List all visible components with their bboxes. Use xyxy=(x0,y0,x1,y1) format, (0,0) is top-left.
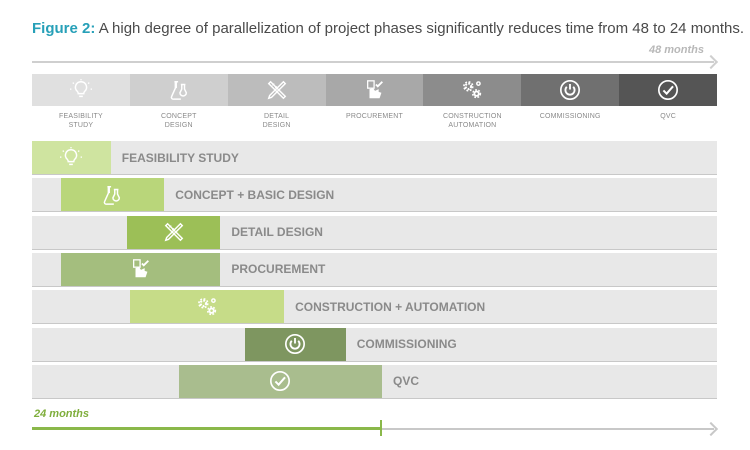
phase-header-cell xyxy=(619,74,718,106)
phase-header-cell xyxy=(521,74,620,106)
gantt-row: PROCUREMENT xyxy=(32,252,717,287)
gantt-bar xyxy=(32,141,111,174)
phase-label: PROCUREMENT xyxy=(345,113,404,120)
phase-header-cell xyxy=(129,74,228,106)
gantt-bar-label: QVC xyxy=(393,374,420,389)
gantt-row: FEASIBILITY STUDY xyxy=(32,141,717,175)
figure-caption-text: A high degree of parallelization of proj… xyxy=(98,20,745,37)
hand-check-icon xyxy=(366,80,383,99)
gantt-bar xyxy=(60,252,221,286)
phase-label: CONCEPT DESIGN xyxy=(160,113,197,129)
bottom-arrow-tick xyxy=(380,420,382,436)
check-circle-icon xyxy=(658,80,679,100)
bottom-duration-label: 24 months xyxy=(34,408,90,420)
power-icon xyxy=(560,80,581,100)
gantt-bar-label: CONSTRUCTION + AUTOMATION xyxy=(295,299,486,314)
phase-label: CONSTRUCTION AUTOMATION xyxy=(442,113,502,129)
phase-header-cell xyxy=(325,74,424,106)
gantt-bar xyxy=(60,178,165,212)
flask-icon xyxy=(170,81,187,100)
check-circle-icon xyxy=(270,371,291,392)
gantt-bar-label: CONCEPT + BASIC DESIGN xyxy=(175,187,335,202)
hand-check-icon xyxy=(132,259,149,278)
gantt-bar-label: PROCUREMENT xyxy=(231,262,326,277)
gantt-row: QVC xyxy=(32,364,717,399)
gantt-bar xyxy=(127,215,221,249)
phase-header-strip xyxy=(32,74,718,106)
phase-header-cell xyxy=(32,74,130,106)
gantt-bar xyxy=(129,290,285,324)
phase-label: QVC xyxy=(660,113,676,120)
top-arrow-line xyxy=(32,61,714,63)
lightbulb-icon xyxy=(60,146,83,165)
gantt-bar-label: FEASIBILITY STUDY xyxy=(121,150,239,165)
ruler-pencil-icon xyxy=(267,80,286,100)
bottom-arrow-head xyxy=(703,421,719,437)
phase-labels: FEASIBILITY STUDY CONCEPT DESIGN DETAIL DE… xyxy=(32,112,717,130)
flask-icon xyxy=(104,185,121,205)
gantt-bar-label: DETAIL DESIGN xyxy=(231,225,323,240)
phase-label: FEASIBILITY STUDY xyxy=(59,113,103,129)
bottom-arrow-line-green xyxy=(32,427,381,430)
figure-number: Figure 2: xyxy=(32,20,96,37)
phase-header-cell xyxy=(423,74,522,106)
gears-icon xyxy=(198,297,217,315)
top-duration-label: 48 months xyxy=(648,44,704,56)
gantt-row: COMMISSIONING xyxy=(32,327,717,362)
gears-icon xyxy=(463,81,482,99)
gantt-row: CONSTRUCTION + AUTOMATION xyxy=(32,290,717,325)
phase-label: DETAIL DESIGN xyxy=(262,113,291,129)
figure-caption: Figure 2: A high degree of parallelizati… xyxy=(32,20,744,37)
gantt-bar-label: COMMISSIONING xyxy=(356,337,457,351)
top-arrow-head xyxy=(703,54,719,70)
phase-header-cell xyxy=(227,74,326,106)
phase-label: COMMISSIONING xyxy=(539,113,601,120)
gantt-bar xyxy=(245,327,346,361)
gantt-bar xyxy=(178,364,383,398)
gantt-row: CONCEPT + BASIC DESIGN xyxy=(32,178,717,213)
ruler-pencil-icon xyxy=(164,222,184,242)
power-icon xyxy=(285,334,306,354)
gantt-row: DETAIL DESIGN xyxy=(32,215,717,250)
lightbulb-icon xyxy=(69,79,92,98)
